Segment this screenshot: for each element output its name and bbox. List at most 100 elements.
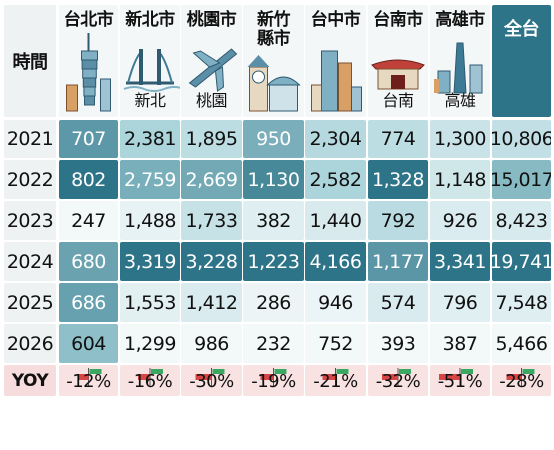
table-cell: 15,017 [492, 160, 551, 199]
table-cell: 1,895 [181, 120, 242, 158]
yoy-value: -32% [375, 371, 421, 392]
row-year: 2023 [4, 201, 56, 240]
table-cell: 1,177 [368, 242, 428, 281]
column-header-label: 新北市 [125, 10, 175, 30]
bridge-icon [123, 49, 180, 92]
table-cell: 1,733 [181, 201, 242, 240]
column-header-label: 台中市 [310, 10, 361, 30]
yoy-value: -30% [189, 371, 234, 392]
table-cell: 2,669 [181, 160, 242, 199]
table-cell: 802 [59, 160, 118, 199]
table-cell: 1,488 [120, 201, 180, 240]
table-cell: 1,148 [430, 160, 490, 199]
column-header-sublabel: 桃園 [195, 91, 228, 110]
temple-gate-icon [371, 59, 425, 90]
table-cell: 774 [368, 120, 428, 158]
table-cell: 1,299 [120, 324, 180, 363]
column-header: 新竹縣市 [243, 5, 304, 117]
airplane-icon [188, 48, 238, 92]
yoy-cell: -19% [243, 365, 304, 396]
row-year: 2025 [4, 283, 56, 322]
yoy-bar-icon [382, 368, 411, 386]
column-header: 新北市 新北 [120, 5, 180, 117]
column-header-label: 台南市 [373, 10, 423, 30]
table-cell: 1,440 [305, 201, 366, 240]
table-cell: 1,412 [181, 283, 242, 322]
table-cell: 574 [368, 283, 428, 322]
yoy-bar-icon [260, 368, 287, 386]
table-cell: 686 [59, 283, 118, 322]
table-cell: 1,223 [243, 242, 304, 281]
yoy-cell: -16% [120, 365, 180, 396]
table-cell: 796 [430, 283, 490, 322]
yoy-bar-icon [77, 368, 102, 386]
column-header: 台中市 [305, 5, 366, 117]
yoy-value: -28% [499, 371, 544, 392]
skyline-icon [434, 42, 483, 94]
column-header-sublabel: 台南 [382, 91, 414, 110]
table-cell: 4,166 [305, 242, 366, 281]
column-header: 台南市 台南 [368, 5, 428, 117]
clock-tower-icon [247, 55, 301, 112]
yoy-value: -19% [251, 371, 296, 392]
yoy-cell: -21% [305, 365, 366, 396]
table-cell: 5,466 [492, 324, 551, 363]
row-year: 2024 [4, 242, 56, 281]
yoy-cell: -51% [430, 365, 490, 396]
table-cell: 286 [243, 283, 304, 322]
column-header-label: 台北市 [63, 10, 114, 30]
row-year: 2022 [4, 160, 56, 199]
yoy-value: -51% [437, 371, 483, 392]
yoy-bar-icon [195, 368, 225, 386]
table-cell: 1,328 [368, 160, 428, 199]
table-cell: 986 [181, 324, 242, 363]
column-header-label: 新竹縣市 [257, 10, 291, 49]
row-year: 2026 [4, 324, 56, 363]
table-cell: 2,304 [305, 120, 366, 158]
table-cell: 382 [243, 201, 304, 240]
table-cell: 232 [243, 324, 304, 363]
table-cell: 950 [243, 120, 304, 158]
yoy-value: -21% [313, 371, 358, 392]
table-cell: 1,300 [430, 120, 490, 158]
table-cell: 926 [430, 201, 490, 240]
table-cell: 2,381 [120, 120, 180, 158]
column-header-sublabel: 高雄 [444, 91, 476, 110]
table-cell: 792 [368, 201, 428, 240]
row-year: 2021 [4, 120, 56, 158]
yoy-bar-icon [138, 368, 163, 386]
column-header-label: 高雄市 [435, 10, 485, 30]
table-cell: 3,341 [430, 242, 490, 281]
yoy-bar-icon [506, 368, 535, 386]
yoy-cell: -28% [492, 365, 551, 396]
table-cell: 3,228 [181, 242, 242, 281]
table-cell: 946 [305, 283, 366, 322]
yoy-cell: -32% [368, 365, 428, 396]
table-cell: 393 [368, 324, 428, 363]
city-buildings-icon [311, 50, 362, 112]
table-cell: 604 [59, 324, 118, 363]
table-cell: 752 [305, 324, 366, 363]
yoy-label: YOY [4, 365, 56, 396]
table-cell: 1,130 [243, 160, 304, 199]
column-header-label: 桃園市 [186, 10, 237, 30]
table-cell: 3,319 [120, 242, 180, 281]
corner-header: 時間 [4, 5, 56, 117]
yoy-value: -16% [127, 371, 173, 392]
yoy-cell: -12% [59, 365, 118, 396]
table-cell: 2,759 [120, 160, 180, 199]
table-cell: 387 [430, 324, 490, 363]
table-cell: 247 [59, 201, 118, 240]
yoy-cell: -30% [181, 365, 242, 396]
column-header: 桃園市 桃園 [181, 5, 242, 117]
column-header: 台北市 [59, 5, 118, 117]
yoy-value: -12% [66, 371, 111, 392]
column-header-sublabel: 新北 [134, 91, 166, 110]
column-header: 高雄市 高雄 [430, 5, 490, 117]
table-cell: 7,548 [492, 283, 551, 322]
table-cell: 680 [59, 242, 118, 281]
yoy-bar-icon [322, 368, 349, 386]
table-cell: 707 [59, 120, 118, 158]
yoy-bar-icon [439, 368, 473, 386]
taipei-101-icon [66, 33, 111, 112]
